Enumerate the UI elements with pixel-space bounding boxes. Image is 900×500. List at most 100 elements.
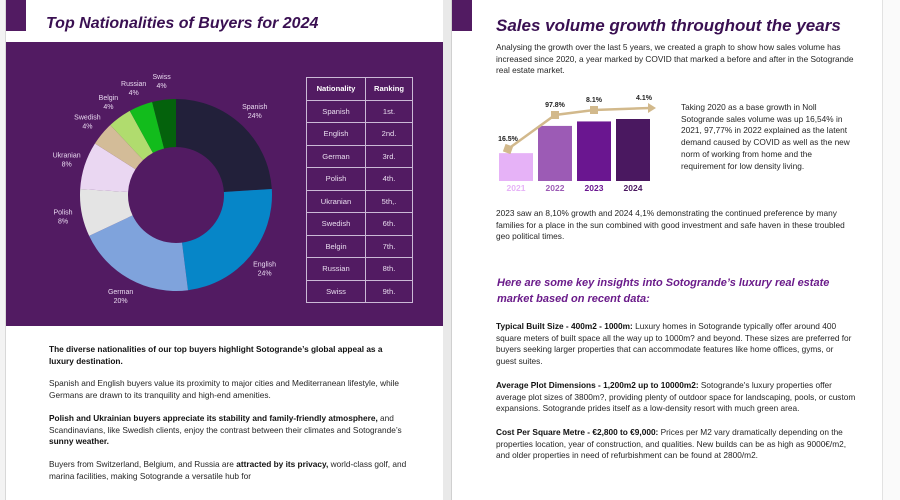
slice-value-label: 20% <box>114 298 128 305</box>
insight-label: Average Plot Dimensions - 1,200m2 up to … <box>496 379 699 390</box>
section-marker <box>452 0 472 31</box>
nationality-cell: Belgin <box>306 234 366 258</box>
growth-data-label: 97.8% <box>545 102 566 109</box>
table-row: English 2nd. <box>306 122 413 146</box>
x-tick-label: 2021 <box>507 183 526 193</box>
donut-slice-swiss <box>152 99 176 149</box>
growth-marker <box>502 143 514 155</box>
growth-paragraph: 2023 saw an 8,10% growth and 2024 4,1% d… <box>496 208 845 242</box>
growth-data-label: 8.1% <box>586 97 603 104</box>
page-title: Top Nationalities of Buyers for 2024 <box>46 15 319 32</box>
insight-label: Typical Built Size - 400m2 - 1000m: <box>496 321 633 331</box>
ranking-cell: 1st. <box>365 99 413 123</box>
slice-value-label: 4% <box>82 124 92 131</box>
arrow-head <box>648 103 656 113</box>
donut-slice-belgin <box>110 110 153 161</box>
nationality-cell: Spanish <box>306 99 366 123</box>
text: Buyers from Switzerland, Belgium, and Ru… <box>49 458 237 469</box>
insight-text: Prices per M2 vary dramatically dependin… <box>496 426 847 461</box>
nationalities-panel: Spanish 24% English 24% German 20% Polish 8% Ukr… <box>6 42 443 326</box>
growth-marker <box>590 106 598 114</box>
bar-2023 <box>577 121 611 181</box>
x-tick-label: 2024 <box>624 183 643 193</box>
bold-text: attracted by its privacy, <box>236 458 329 469</box>
slice-value-label: 4% <box>129 90 139 97</box>
table-header-row: Nationality Ranking <box>306 77 413 101</box>
ranking-cell: 5th,. <box>365 189 413 213</box>
slice-value-label: 24% <box>258 270 272 277</box>
insights-list: Typical Built Size - 400m2 - 1000m: Luxu… <box>496 321 856 474</box>
bar-2022 <box>538 125 572 181</box>
page-right: Sales volume growth throughout the years… <box>451 0 882 500</box>
column-header-ranking: Ranking <box>365 77 413 101</box>
slice-label: Russian <box>121 81 146 88</box>
insight-text: Luxury homes in Sotogrande typically off… <box>496 321 852 367</box>
nationality-cell: Ukranian <box>306 189 366 213</box>
slice-value-label: 4% <box>103 104 113 111</box>
x-tick-label: 2022 <box>546 183 565 193</box>
table-row: Polish 4th. <box>306 167 413 191</box>
ranking-cell: 3rd. <box>365 144 413 168</box>
slice-label: Belgin <box>99 95 119 102</box>
sales-growth-chart: 2021 2022 2023 2024 16.5% 97.8% 8.1% 4.1% <box>498 95 656 193</box>
insights-heading: Here are some key insights into Sotogran… <box>497 277 830 305</box>
insight-item: Typical Built Size - 400m2 - 1000m: Luxu… <box>496 321 856 368</box>
insight-item: Cost Per Square Metre - €2,800 to €9,000… <box>496 427 856 462</box>
slice-label: Ukranian <box>53 152 81 159</box>
table-row: Belgin 7th. <box>306 234 413 258</box>
bar-2024 <box>616 119 650 181</box>
x-tick-label: 2023 <box>585 183 604 193</box>
text: world-class golf, and marina facilities,… <box>49 458 407 481</box>
nationality-cell: German <box>306 144 366 168</box>
table-row: Spanish 1st. <box>306 99 413 123</box>
ranking-cell: 8th. <box>365 257 413 281</box>
slice-value-label: 8% <box>58 219 68 226</box>
donut-slice-spanish <box>176 99 272 192</box>
table-row: Russian 8th. <box>306 257 413 281</box>
nationality-cell: English <box>306 122 366 146</box>
nationalities-donut-chart: Spanish 24% English 24% German 20% Polish 8% Ukr… <box>53 74 277 305</box>
growth-line <box>507 106 651 151</box>
bold-text: Polish and Ukrainian buyers appreciate i… <box>49 412 378 423</box>
donut-slice-english <box>182 188 272 291</box>
table-row: Swiss 9th. <box>306 279 413 303</box>
ranking-cell: 4th. <box>365 167 413 191</box>
table-row: German 3rd. <box>306 144 413 168</box>
page-gap <box>442 0 451 500</box>
slice-label: Polish <box>53 210 72 217</box>
table-row: Swedish 6th. <box>306 212 413 236</box>
donut-slice-russian <box>129 102 165 153</box>
bold-text: The diverse nationalities of our top buy… <box>49 344 383 366</box>
nationality-ranking-table: Nationality Ranking Spanish 1st. English 2n… <box>306 77 413 303</box>
donut-slice-swedish <box>94 125 144 170</box>
paragraph: The diverse nationalities of our top buy… <box>49 344 409 367</box>
text: and Scandinavians, like Swedish clients,… <box>49 412 402 435</box>
intro-paragraph: Analysing the growth over the last 5 yea… <box>496 42 854 76</box>
nationality-cell: Polish <box>306 167 366 191</box>
page-left: Top Nationalities of Buyers for 2024 Spa… <box>5 0 443 500</box>
slice-label: Swedish <box>74 115 101 122</box>
slice-label: Spanish <box>242 104 267 111</box>
nationalities-commentary: The diverse nationalities of our top buy… <box>49 344 409 493</box>
slice-value-label: 24% <box>248 113 262 120</box>
scrollbar[interactable] <box>881 0 900 500</box>
bold-text: sunny weather. <box>49 436 109 447</box>
bar-2021 <box>499 153 533 181</box>
donut-slice-german <box>89 215 189 291</box>
section-marker <box>6 0 26 31</box>
nationality-cell: Swiss <box>306 279 366 303</box>
growth-marker <box>551 111 559 119</box>
paragraph: Polish and Ukrainian buyers appreciate i… <box>49 413 409 448</box>
table-row: Ukranian 5th,. <box>306 189 413 213</box>
paragraph: Buyers from Switzerland, Belgium, and Ru… <box>49 459 409 482</box>
donut-slice-polish <box>80 188 133 236</box>
insight-label: Cost Per Square Metre - €2,800 to €9,000… <box>496 426 659 437</box>
insight-item: Average Plot Dimensions - 1,200m2 up to … <box>496 380 856 415</box>
slice-label: Swiss <box>152 74 171 81</box>
ranking-cell: 9th. <box>365 279 413 303</box>
ranking-cell: 2nd. <box>365 122 413 146</box>
donut-slice-ukranian <box>80 143 136 192</box>
ranking-cell: 6th. <box>365 212 413 236</box>
paragraph: Spanish and English buyers value its pro… <box>49 378 400 401</box>
nationality-cell: Swedish <box>306 212 366 236</box>
